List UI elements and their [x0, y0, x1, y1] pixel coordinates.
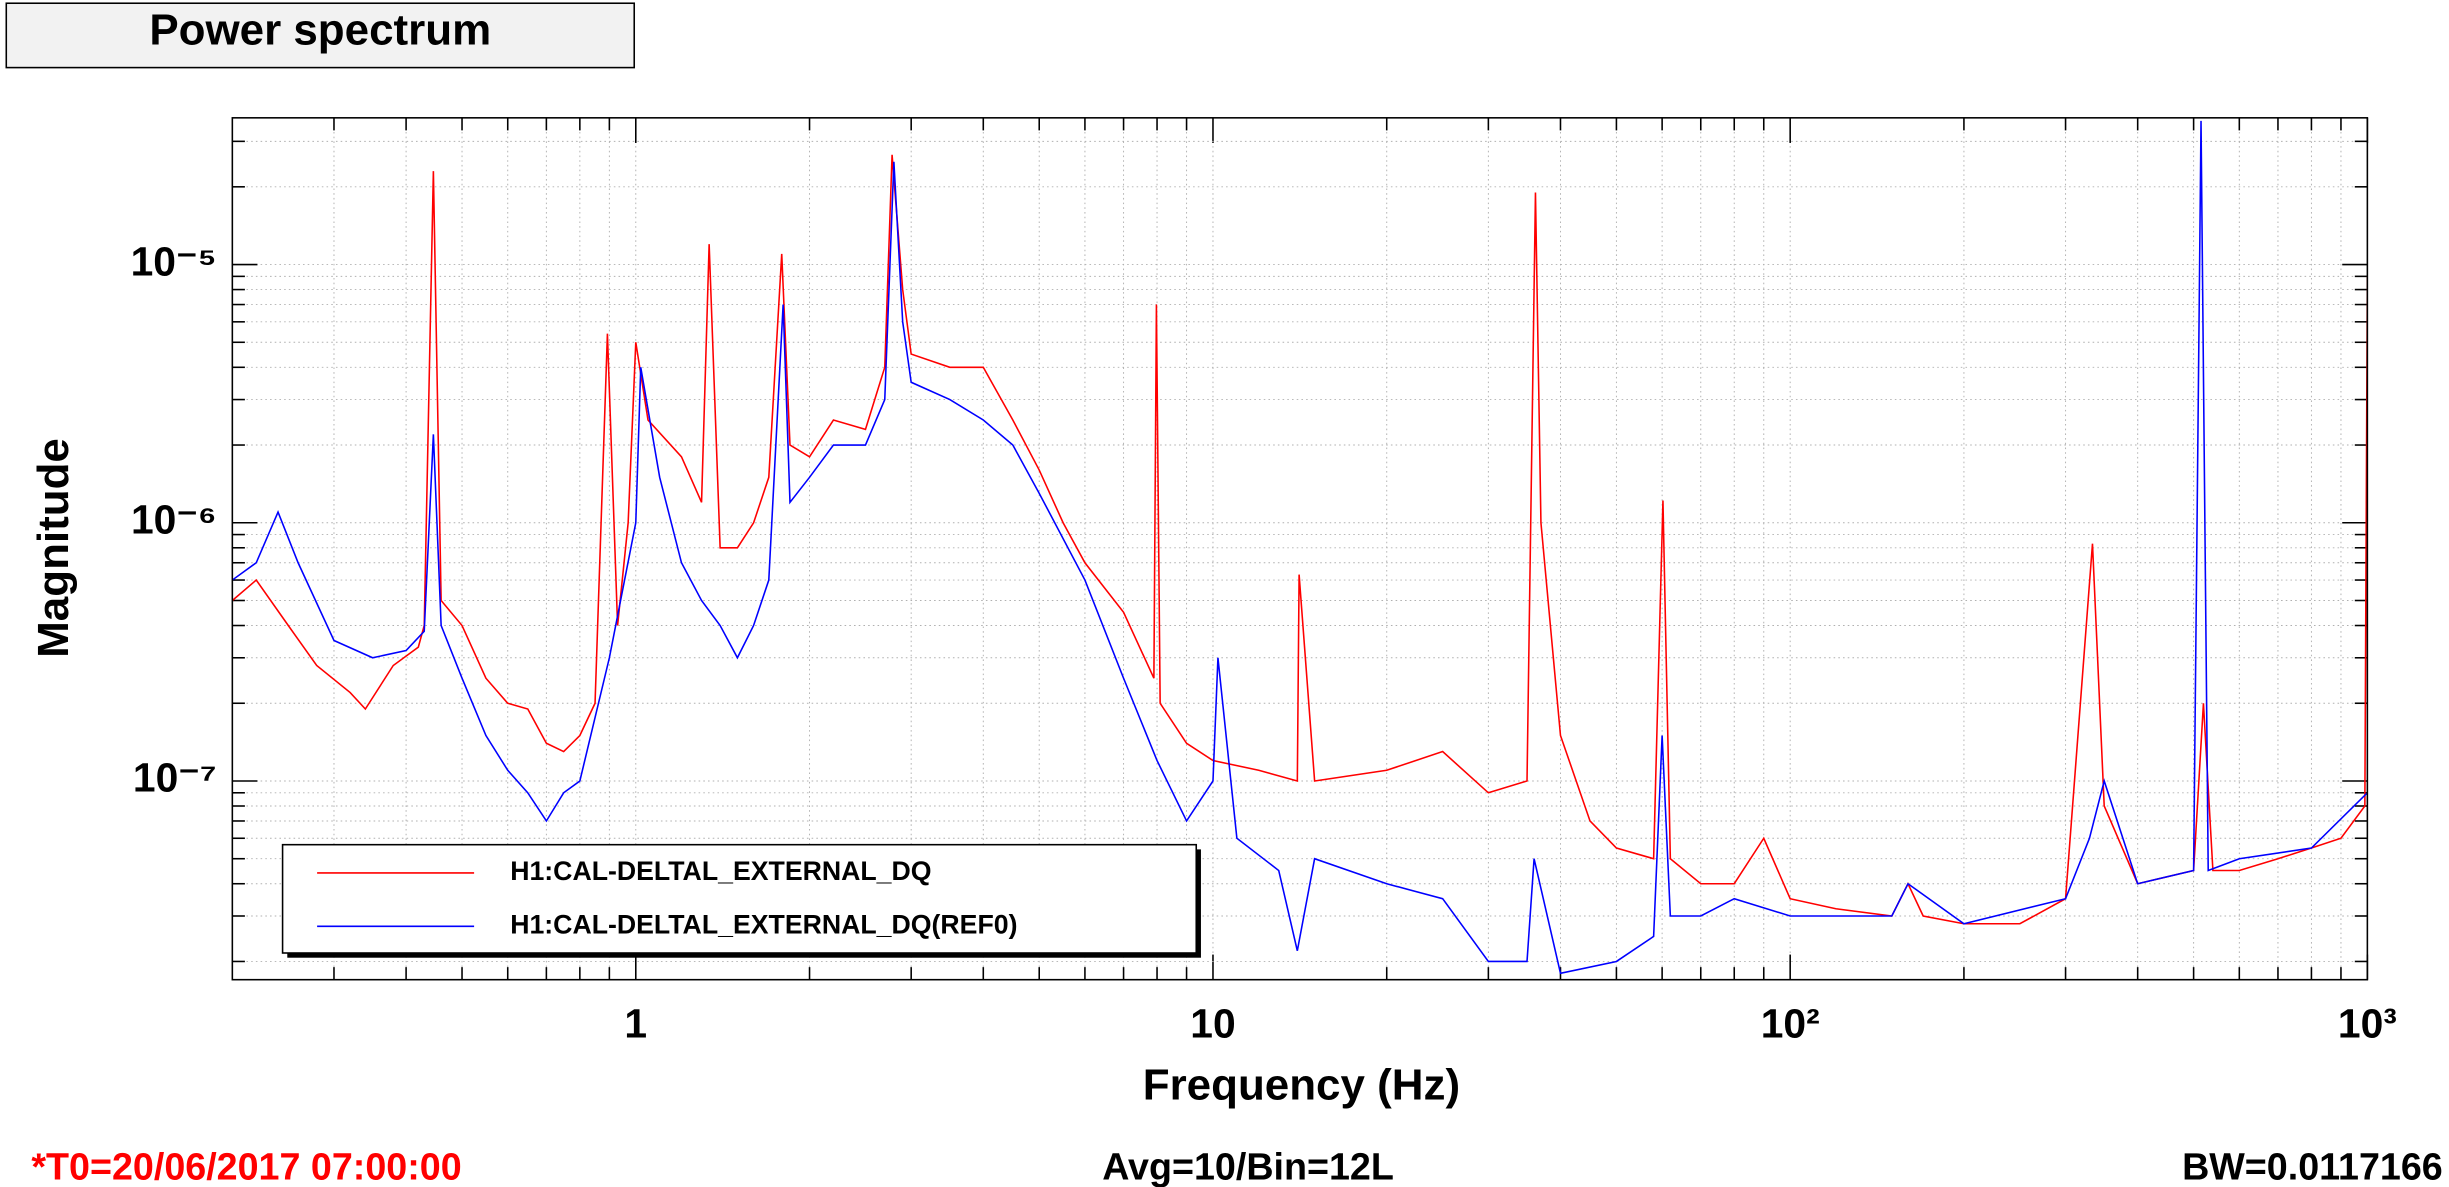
footer-left: *T0=20/06/2017 07:00:00	[31, 1146, 461, 1187]
legend-label: H1:CAL-DELTAL_EXTERNAL_DQ(REF0)	[510, 909, 1017, 939]
plot-area	[232, 120, 2368, 975]
y-tick-label: 10⁻⁶	[131, 497, 217, 543]
series-line	[232, 154, 2368, 925]
x-tick-label: 1	[624, 1001, 647, 1047]
title-box	[5, 2, 636, 69]
y-tick-label: 10⁻⁵	[131, 238, 217, 284]
chart-title: Power spectrum	[149, 6, 491, 55]
x-axis-label: Frequency (Hz)	[1143, 1061, 1460, 1110]
y-tick-label: 10⁻⁷	[133, 755, 217, 801]
x-tick-label: 10²	[1761, 1001, 1820, 1047]
plot-frame	[231, 117, 2369, 981]
legend: H1:CAL-DELTAL_EXTERNAL_DQ H1:CAL-DELTAL_E…	[281, 843, 1201, 958]
x-tick-label: 10³	[2338, 1001, 2397, 1047]
footer-center: Avg=10/Bin=12L	[1102, 1146, 1394, 1187]
footer-right: BW=0.0117166	[2182, 1146, 2443, 1187]
series-line	[232, 120, 2368, 975]
legend-box	[281, 843, 1198, 954]
y-axis-label: Magnitude	[29, 438, 78, 658]
x-tick-label: 10	[1190, 1001, 1235, 1047]
legend-label: H1:CAL-DELTAL_EXTERNAL_DQ	[510, 856, 931, 886]
